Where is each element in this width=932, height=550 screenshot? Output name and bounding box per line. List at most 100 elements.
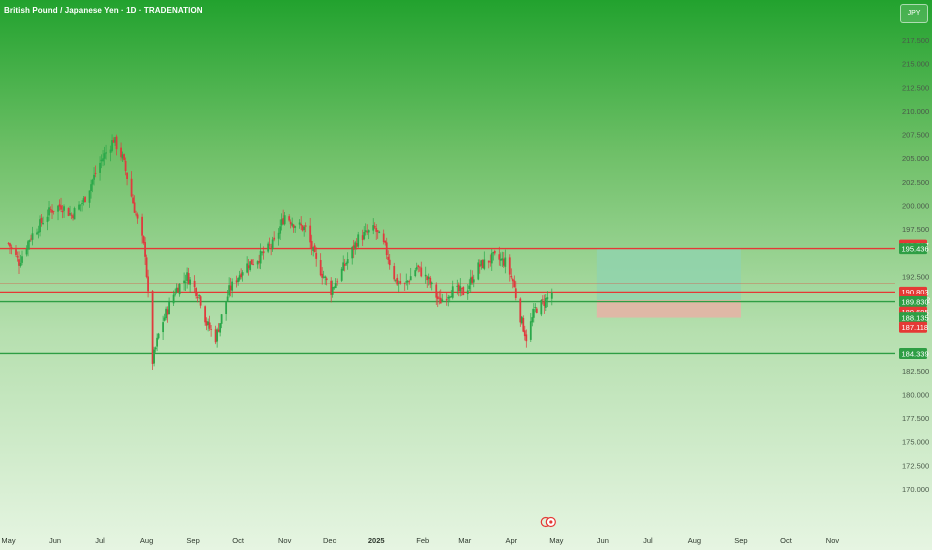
candle <box>112 137 115 143</box>
candle <box>261 251 264 256</box>
candle <box>37 225 40 239</box>
candle <box>208 315 211 331</box>
candle <box>82 195 85 206</box>
candle <box>63 204 65 218</box>
horizontal-levels[interactable] <box>0 247 895 355</box>
candle <box>88 190 91 208</box>
candle <box>283 212 286 226</box>
candle <box>124 157 127 176</box>
price-tags: 195.797195.436190.80316:11:22189.830189.… <box>899 239 930 359</box>
candle <box>346 252 349 270</box>
candle <box>123 153 125 162</box>
candle <box>478 259 481 274</box>
candle <box>229 277 232 297</box>
candle <box>477 259 480 281</box>
candle <box>294 225 297 233</box>
candle <box>178 283 181 297</box>
candle <box>73 206 76 220</box>
candle <box>214 325 217 345</box>
price-axis[interactable]: 217.500 215.000 212.500 210.000 207.500 205.0… <box>902 36 929 494</box>
svg-text:187.118: 187.118 <box>902 323 929 332</box>
candle <box>193 275 196 294</box>
target-zone[interactable] <box>596 248 741 300</box>
candle <box>7 242 10 246</box>
candle <box>540 299 543 317</box>
candle <box>168 297 170 315</box>
candle <box>258 254 261 269</box>
candle <box>196 292 199 303</box>
candle <box>550 288 553 306</box>
time-tick-label: Jun <box>597 536 609 545</box>
price-tick-label: 175.000 <box>902 438 929 447</box>
stop-zone[interactable] <box>596 299 741 318</box>
candle <box>60 197 62 212</box>
candle <box>9 242 11 255</box>
candle <box>61 204 64 219</box>
candle <box>367 229 370 240</box>
candle <box>270 243 273 256</box>
currency-button[interactable]: JPY <box>900 4 928 23</box>
time-tick-label: Oct <box>780 536 793 545</box>
candle <box>162 315 164 340</box>
candle <box>267 241 270 254</box>
candle <box>313 243 316 253</box>
time-tick-label: Nov <box>278 536 292 545</box>
price-tick-label: 212.500 <box>902 83 929 92</box>
candle <box>115 134 118 156</box>
candle <box>352 239 355 259</box>
candle <box>78 201 80 211</box>
candle <box>382 229 385 245</box>
candle <box>372 218 375 235</box>
candle <box>231 278 234 298</box>
candle <box>147 269 149 298</box>
candle <box>189 277 192 293</box>
candle <box>322 270 325 279</box>
time-axis[interactable]: May Jun Jul Aug Sep Oct Nov Dec 2025 Feb Mar Apr May… <box>1 536 839 545</box>
candle <box>493 249 496 256</box>
events-marker[interactable] <box>540 516 556 528</box>
candle <box>420 261 423 278</box>
candle <box>534 303 537 313</box>
candle <box>186 267 189 289</box>
candle <box>385 237 388 260</box>
candle <box>409 267 412 281</box>
candle <box>523 325 526 341</box>
candle <box>504 249 507 274</box>
candle <box>51 204 53 219</box>
time-tick-label: Sep <box>734 536 747 545</box>
time-tick-label: Aug <box>140 536 153 545</box>
candle <box>126 172 128 186</box>
candle <box>340 267 343 283</box>
candle <box>277 228 280 246</box>
candle <box>70 212 73 220</box>
candle <box>163 313 166 322</box>
candle <box>304 222 307 233</box>
candle <box>321 267 324 285</box>
svg-text:189.830: 189.830 <box>902 297 929 306</box>
time-tick-label: Nov <box>826 536 840 545</box>
candle <box>310 234 313 256</box>
candle <box>373 222 376 230</box>
candle <box>84 196 86 203</box>
candle <box>393 262 396 282</box>
svg-text:188.135: 188.135 <box>902 313 929 322</box>
candle <box>291 217 294 228</box>
candle <box>57 205 59 221</box>
candle <box>531 308 534 327</box>
candle <box>205 317 208 331</box>
position-tool[interactable] <box>596 248 741 318</box>
candle <box>324 275 327 285</box>
candle <box>210 325 213 337</box>
candle <box>91 178 94 193</box>
candle <box>130 171 133 198</box>
candle <box>141 213 143 244</box>
price-tag: 187.118 <box>899 321 929 333</box>
candle <box>144 237 146 266</box>
candle <box>90 179 92 199</box>
candle <box>132 194 134 204</box>
candle <box>447 294 450 307</box>
candle <box>111 134 113 153</box>
candle <box>52 210 55 215</box>
candle <box>513 275 516 288</box>
